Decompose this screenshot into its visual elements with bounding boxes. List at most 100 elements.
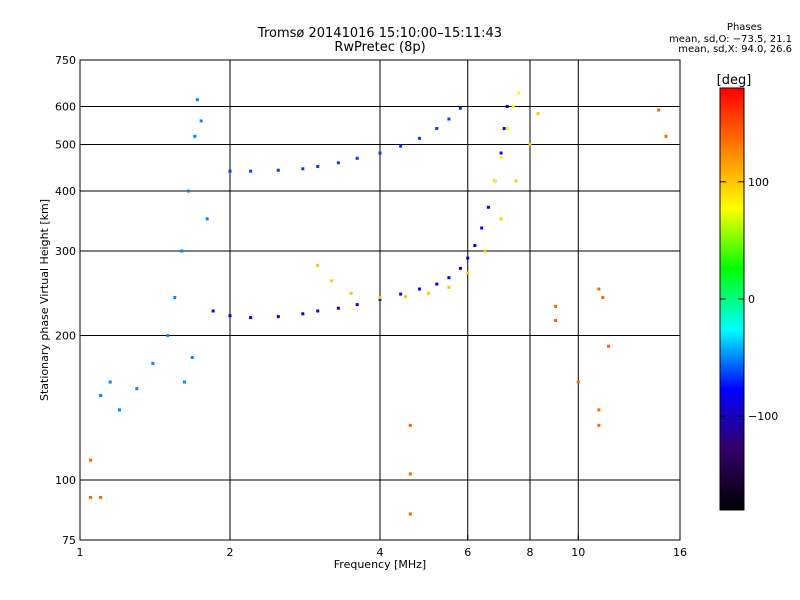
data-point: [276, 315, 280, 319]
stats-x-mode: mean, sd,X: 94.0, 26.6: [678, 44, 792, 55]
data-point: [173, 296, 177, 300]
data-point: [205, 217, 209, 221]
data-point: [458, 266, 462, 270]
data-point: [276, 168, 280, 172]
data-point: [135, 387, 139, 391]
data-point: [528, 143, 532, 147]
data-point: [89, 495, 93, 499]
colorbar-tick-label: −100: [748, 410, 778, 423]
chart-title: Tromsø 20141016 15:10:00–15:11:43: [257, 26, 503, 41]
data-point: [505, 105, 509, 109]
colorbar-ticks: 100 0 −100: [720, 176, 778, 423]
data-point: [511, 105, 515, 109]
x-tick-label: 1: [77, 546, 84, 559]
data-point: [336, 306, 340, 310]
data-point: [403, 295, 407, 299]
data-point: [151, 361, 155, 365]
x-tick-label: 4: [377, 546, 384, 559]
data-point: [597, 423, 601, 427]
data-point: [597, 408, 601, 412]
x-tick-label: 2: [227, 546, 234, 559]
y-tick-label: 750: [55, 54, 76, 67]
data-point: [473, 244, 477, 248]
grid-layer: [80, 60, 680, 540]
stats-o-mode: mean, sd,O: −73.5, 21.1: [669, 34, 792, 45]
data-point: [117, 408, 121, 412]
y-tick-label: 600: [55, 101, 76, 114]
data-point: [505, 126, 509, 130]
data-point: [466, 271, 470, 275]
y-tick-label: 75: [62, 534, 76, 547]
data-point: [355, 303, 359, 307]
data-point: [108, 380, 112, 384]
data-point: [480, 226, 484, 230]
data-point: [483, 249, 487, 253]
data-point: [378, 296, 382, 300]
data-point: [195, 98, 199, 102]
data-point: [378, 151, 382, 155]
data-point: [408, 512, 412, 516]
data-point: [517, 91, 521, 95]
data-point: [597, 287, 601, 291]
colorbar-label: [deg]: [717, 73, 752, 88]
y-tick-label: 100: [55, 474, 76, 487]
data-point: [499, 217, 503, 221]
data-point: [355, 156, 359, 160]
data-point: [664, 134, 668, 138]
data-point: [514, 179, 518, 183]
y-tick-label: 500: [55, 139, 76, 152]
data-point: [601, 296, 605, 300]
data-point: [301, 312, 305, 316]
data-point: [249, 316, 253, 320]
data-point: [349, 291, 353, 295]
data-point: [182, 380, 186, 384]
data-point: [336, 161, 340, 165]
y-tick-label: 200: [55, 330, 76, 343]
data-point: [399, 144, 403, 148]
data-point: [180, 249, 184, 253]
data-point: [499, 155, 503, 159]
data-point: [447, 276, 451, 280]
data-point: [186, 189, 190, 193]
data-point: [553, 304, 557, 308]
data-point: [657, 108, 661, 112]
y-tick-label: 300: [55, 245, 76, 258]
data-point: [211, 309, 215, 313]
data-point: [607, 344, 611, 348]
data-point: [486, 205, 490, 209]
y-axis-label: Stationary phase Virtual Height [km]: [38, 199, 51, 401]
data-point: [576, 380, 580, 384]
data-point: [417, 287, 421, 291]
axis-ticks: 1 2 4 6 8 10 16 75 100 200 300 400 500 600 750: [55, 54, 687, 559]
data-point: [553, 318, 557, 322]
x-tick-label: 6: [464, 546, 471, 559]
data-point: [193, 134, 197, 138]
data-point: [499, 151, 503, 155]
data-points: [89, 91, 668, 516]
data-point: [316, 263, 320, 267]
x-tick-label: 10: [571, 546, 585, 559]
x-tick-label: 8: [527, 546, 534, 559]
data-point: [99, 394, 103, 398]
data-point: [166, 334, 170, 338]
data-point: [301, 167, 305, 171]
data-point: [447, 117, 451, 121]
data-point: [330, 279, 334, 283]
data-point: [399, 292, 403, 296]
colorbar-tick-label: 0: [748, 293, 755, 306]
data-point: [190, 355, 194, 359]
data-point: [99, 495, 103, 499]
stats-heading: Phases: [726, 22, 762, 33]
y-tick-label: 400: [55, 185, 76, 198]
data-point: [466, 256, 470, 260]
data-point: [408, 472, 412, 476]
data-point: [89, 458, 93, 462]
data-point: [228, 169, 232, 173]
data-point: [435, 126, 439, 130]
data-point: [199, 119, 203, 123]
data-point: [502, 126, 506, 130]
data-point: [417, 136, 421, 140]
colorbar: [deg] 100 0 −100: [717, 73, 778, 511]
data-point: [316, 164, 320, 168]
